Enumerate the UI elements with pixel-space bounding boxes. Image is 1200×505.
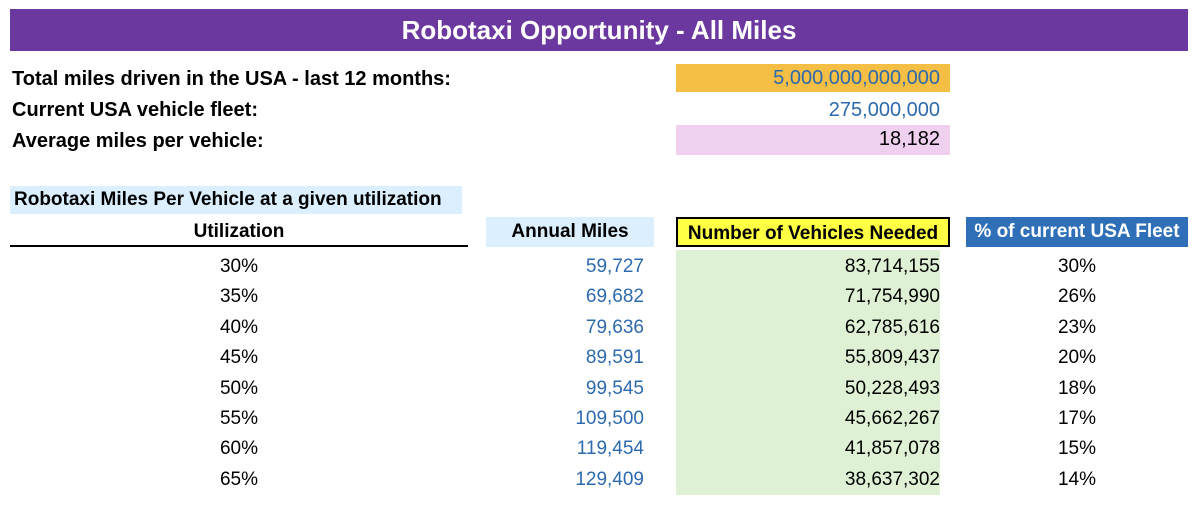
table-row: 40% 79,636 62,785,616 23% bbox=[0, 313, 1200, 343]
annual-miles-cell: 59,727 bbox=[585, 256, 644, 277]
utilization-cell: 60% bbox=[219, 438, 259, 460]
table-row: 35% 69,682 71,754,990 26% bbox=[0, 282, 1200, 312]
utilization-cell: 45% bbox=[219, 347, 259, 369]
annual-miles-cell: 69,682 bbox=[585, 286, 644, 308]
fleet-value: 275,000,000 bbox=[828, 99, 940, 121]
pct-fleet-cell: 26% bbox=[1057, 286, 1097, 308]
table-row: 65% 129,409 38,637,302 14% bbox=[0, 465, 1200, 495]
vehicles-needed-cell: 41,857,078 bbox=[844, 438, 940, 460]
total-miles-label: Total miles driven in the USA - last 12 … bbox=[12, 68, 451, 90]
vehicles-needed-cell: 71,754,990 bbox=[844, 286, 940, 308]
annual-miles-cell: 89,591 bbox=[585, 347, 644, 369]
pct-fleet-cell: 14% bbox=[1057, 468, 1097, 490]
section-title: Robotaxi Miles Per Vehicle at a given ut… bbox=[10, 186, 462, 214]
vehicles-needed-cell: 50,228,493 bbox=[844, 377, 940, 399]
utilization-cell: 35% bbox=[219, 286, 259, 308]
annual-miles-header: Annual Miles bbox=[486, 217, 654, 247]
table-row: 55% 109,500 45,662,267 17% bbox=[0, 404, 1200, 434]
pct-fleet-cell: 18% bbox=[1057, 377, 1097, 399]
annual-miles-cell: 99,545 bbox=[585, 377, 644, 399]
avg-miles-value: 18,182 bbox=[676, 125, 950, 155]
vehicles-needed-cell: 38,637,302 bbox=[844, 468, 940, 490]
annual-miles-cell: 119,454 bbox=[576, 438, 644, 460]
vehicles-needed-cell: 45,662,267 bbox=[844, 407, 940, 429]
utilization-header: Utilization bbox=[10, 217, 468, 247]
annual-miles-cell: 109,500 bbox=[575, 407, 644, 429]
annual-miles-cell: 129,409 bbox=[575, 468, 644, 490]
utilization-cell: 65% bbox=[219, 468, 259, 490]
vehicles-needed-header: Number of Vehicles Needed bbox=[676, 217, 950, 247]
table-row: 30% 59,727 83,714,155 30% bbox=[0, 252, 1200, 282]
pct-fleet-cell: 20% bbox=[1057, 347, 1097, 369]
utilization-cell: 50% bbox=[219, 377, 259, 399]
table-row: 45% 89,591 55,809,437 20% bbox=[0, 343, 1200, 373]
annual-miles-cell: 79,636 bbox=[585, 316, 644, 338]
utilization-cell: 30% bbox=[219, 256, 259, 277]
page-title: Robotaxi Opportunity - All Miles bbox=[10, 9, 1188, 51]
pct-fleet-cell: 15% bbox=[1057, 438, 1097, 460]
fleet-label: Current USA vehicle fleet: bbox=[12, 99, 258, 121]
pct-fleet-cell: 30% bbox=[1057, 256, 1097, 277]
pct-fleet-cell: 17% bbox=[1057, 407, 1097, 429]
vehicles-column-highlight bbox=[676, 250, 940, 495]
table-row: 50% 99,545 50,228,493 18% bbox=[0, 374, 1200, 404]
vehicles-needed-cell: 83,714,155 bbox=[844, 256, 940, 277]
pct-fleet-cell: 23% bbox=[1057, 316, 1097, 338]
pct-fleet-header: % of current USA Fleet bbox=[966, 217, 1188, 247]
total-miles-value: 5,000,000,000,000 bbox=[676, 64, 950, 92]
vehicles-needed-cell: 62,785,616 bbox=[844, 316, 940, 338]
data-table: 30% 59,727 83,714,155 30% 35% 69,682 71,… bbox=[0, 252, 1200, 495]
avg-miles-label: Average miles per vehicle: bbox=[12, 130, 264, 152]
utilization-cell: 55% bbox=[219, 407, 259, 429]
utilization-cell: 40% bbox=[219, 316, 259, 338]
vehicles-needed-cell: 55,809,437 bbox=[844, 347, 940, 369]
table-row: 60% 119,454 41,857,078 15% bbox=[0, 434, 1200, 464]
